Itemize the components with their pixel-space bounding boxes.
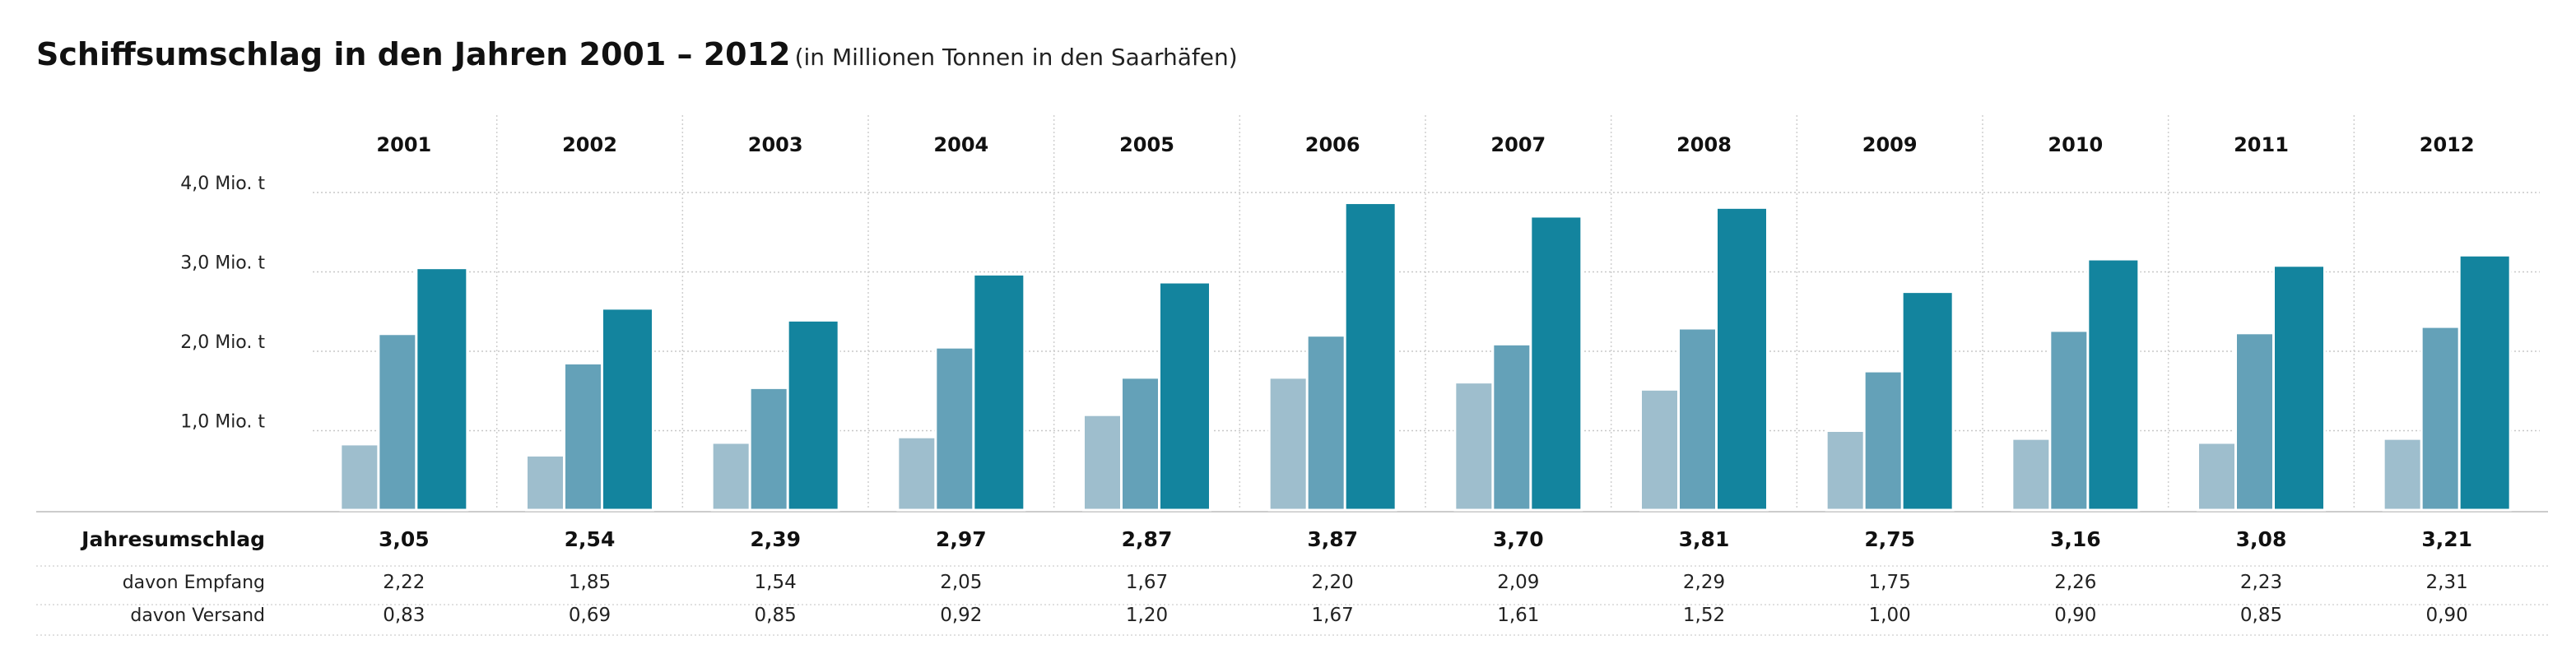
year-label: 2005 [1119,133,1174,156]
table-cell: 2,09 [1497,572,1539,593]
table-cell: 0,83 [383,605,425,626]
bar-jahresumschlag [1343,202,1397,512]
table-cell: 2,23 [2240,572,2282,593]
bar-jahresumschlag [2086,257,2141,512]
table-cell: 2,20 [1312,572,1354,593]
year-label: 2004 [933,133,988,156]
table-cell: 2,97 [936,527,987,551]
table-cell: 3,70 [1493,527,1544,551]
bar-jahresumschlag [2272,264,2326,512]
y-tick-label: 1,0 Mio. t [180,412,265,433]
year-label: 2002 [562,133,617,156]
table-cell: 1,67 [1312,605,1354,626]
data-table: Jahresumschlag 3,05 2,54 2,39 2,97 2,87 3,87 3,… [36,527,2548,636]
table-cell: 1,67 [1126,572,1168,593]
chart-title-block: Schiffsumschlag in den Jahren 2001 – 201… [36,36,1238,72]
table-cell: 1,00 [1869,605,1911,626]
table-cell: 2,05 [940,572,982,593]
table-cell: 2,29 [1683,572,1725,593]
bars-layer [339,202,2512,512]
table-cell: 2,87 [1122,527,1173,551]
chart-subtitle: (in Millionen Tonnen in den Saarhäfen) [794,44,1238,71]
table-row-label: davon Versand [130,605,265,626]
table-cell: 1,54 [755,572,797,593]
table-cell: 2,31 [2426,572,2468,593]
table-cell: 1,61 [1497,605,1539,626]
labels-layer: 1,0 Mio. t 2,0 Mio. t 3,0 Mio. t 4,0 Mio. t… [180,133,2474,433]
y-tick-label: 3,0 Mio. t [180,253,265,274]
table-cell: 0,85 [755,605,797,626]
table-cell: 3,21 [2421,527,2472,551]
table-cell: 3,81 [1679,527,1730,551]
table-cell: 2,22 [383,572,425,593]
table-cell: 3,87 [1307,527,1358,551]
year-label: 2006 [1305,133,1360,156]
grid-layer [36,115,2548,513]
table-cell: 0,85 [2240,605,2282,626]
y-tick-label: 2,0 Mio. t [180,332,265,353]
year-label: 2009 [1862,133,1918,156]
table-cell: 3,08 [2236,527,2287,551]
bar-jahresumschlag [601,307,654,512]
table-cell: 1,75 [1869,572,1911,593]
table-row-label: davon Empfang [123,573,265,593]
bar-jahresumschlag [2457,253,2512,512]
year-label: 2011 [2234,133,2289,156]
bar-jahresumschlag [1715,206,1769,512]
chart-title: Schiffsumschlag in den Jahren 2001 – 201… [36,36,791,72]
year-label: 2007 [1490,133,1546,156]
table-cell: 1,52 [1683,605,1725,626]
bar-jahresumschlag [786,318,840,512]
bar-jahresumschlag [972,272,1026,512]
table-cell: 0,90 [2426,605,2468,626]
bar-jahresumschlag [1529,215,1583,512]
table-cell: 1,20 [1126,605,1168,626]
table-cell: 2,39 [750,527,801,551]
table-cell: 2,54 [565,527,616,551]
year-label: 2008 [1676,133,1732,156]
bar-jahresumschlag [1158,281,1211,512]
bar-jahresumschlag [415,267,469,512]
table-cell: 2,26 [2054,572,2096,593]
year-label: 2012 [2420,133,2475,156]
y-tick-label: 4,0 Mio. t [180,174,265,194]
table-cell: 3,05 [379,527,430,551]
year-label: 2003 [748,133,803,156]
table-cell: 0,90 [2054,605,2096,626]
table-cell: 2,75 [1864,527,1915,551]
table-row-label: Jahresumschlag [80,527,265,551]
table-cell: 1,85 [569,572,611,593]
table-cell: 0,92 [940,605,982,626]
year-label: 2010 [2048,133,2103,156]
bar-jahresumschlag [1900,290,1955,512]
year-label: 2001 [376,133,431,156]
table-cell: 3,16 [2050,527,2101,551]
table-cell: 0,69 [569,605,611,626]
